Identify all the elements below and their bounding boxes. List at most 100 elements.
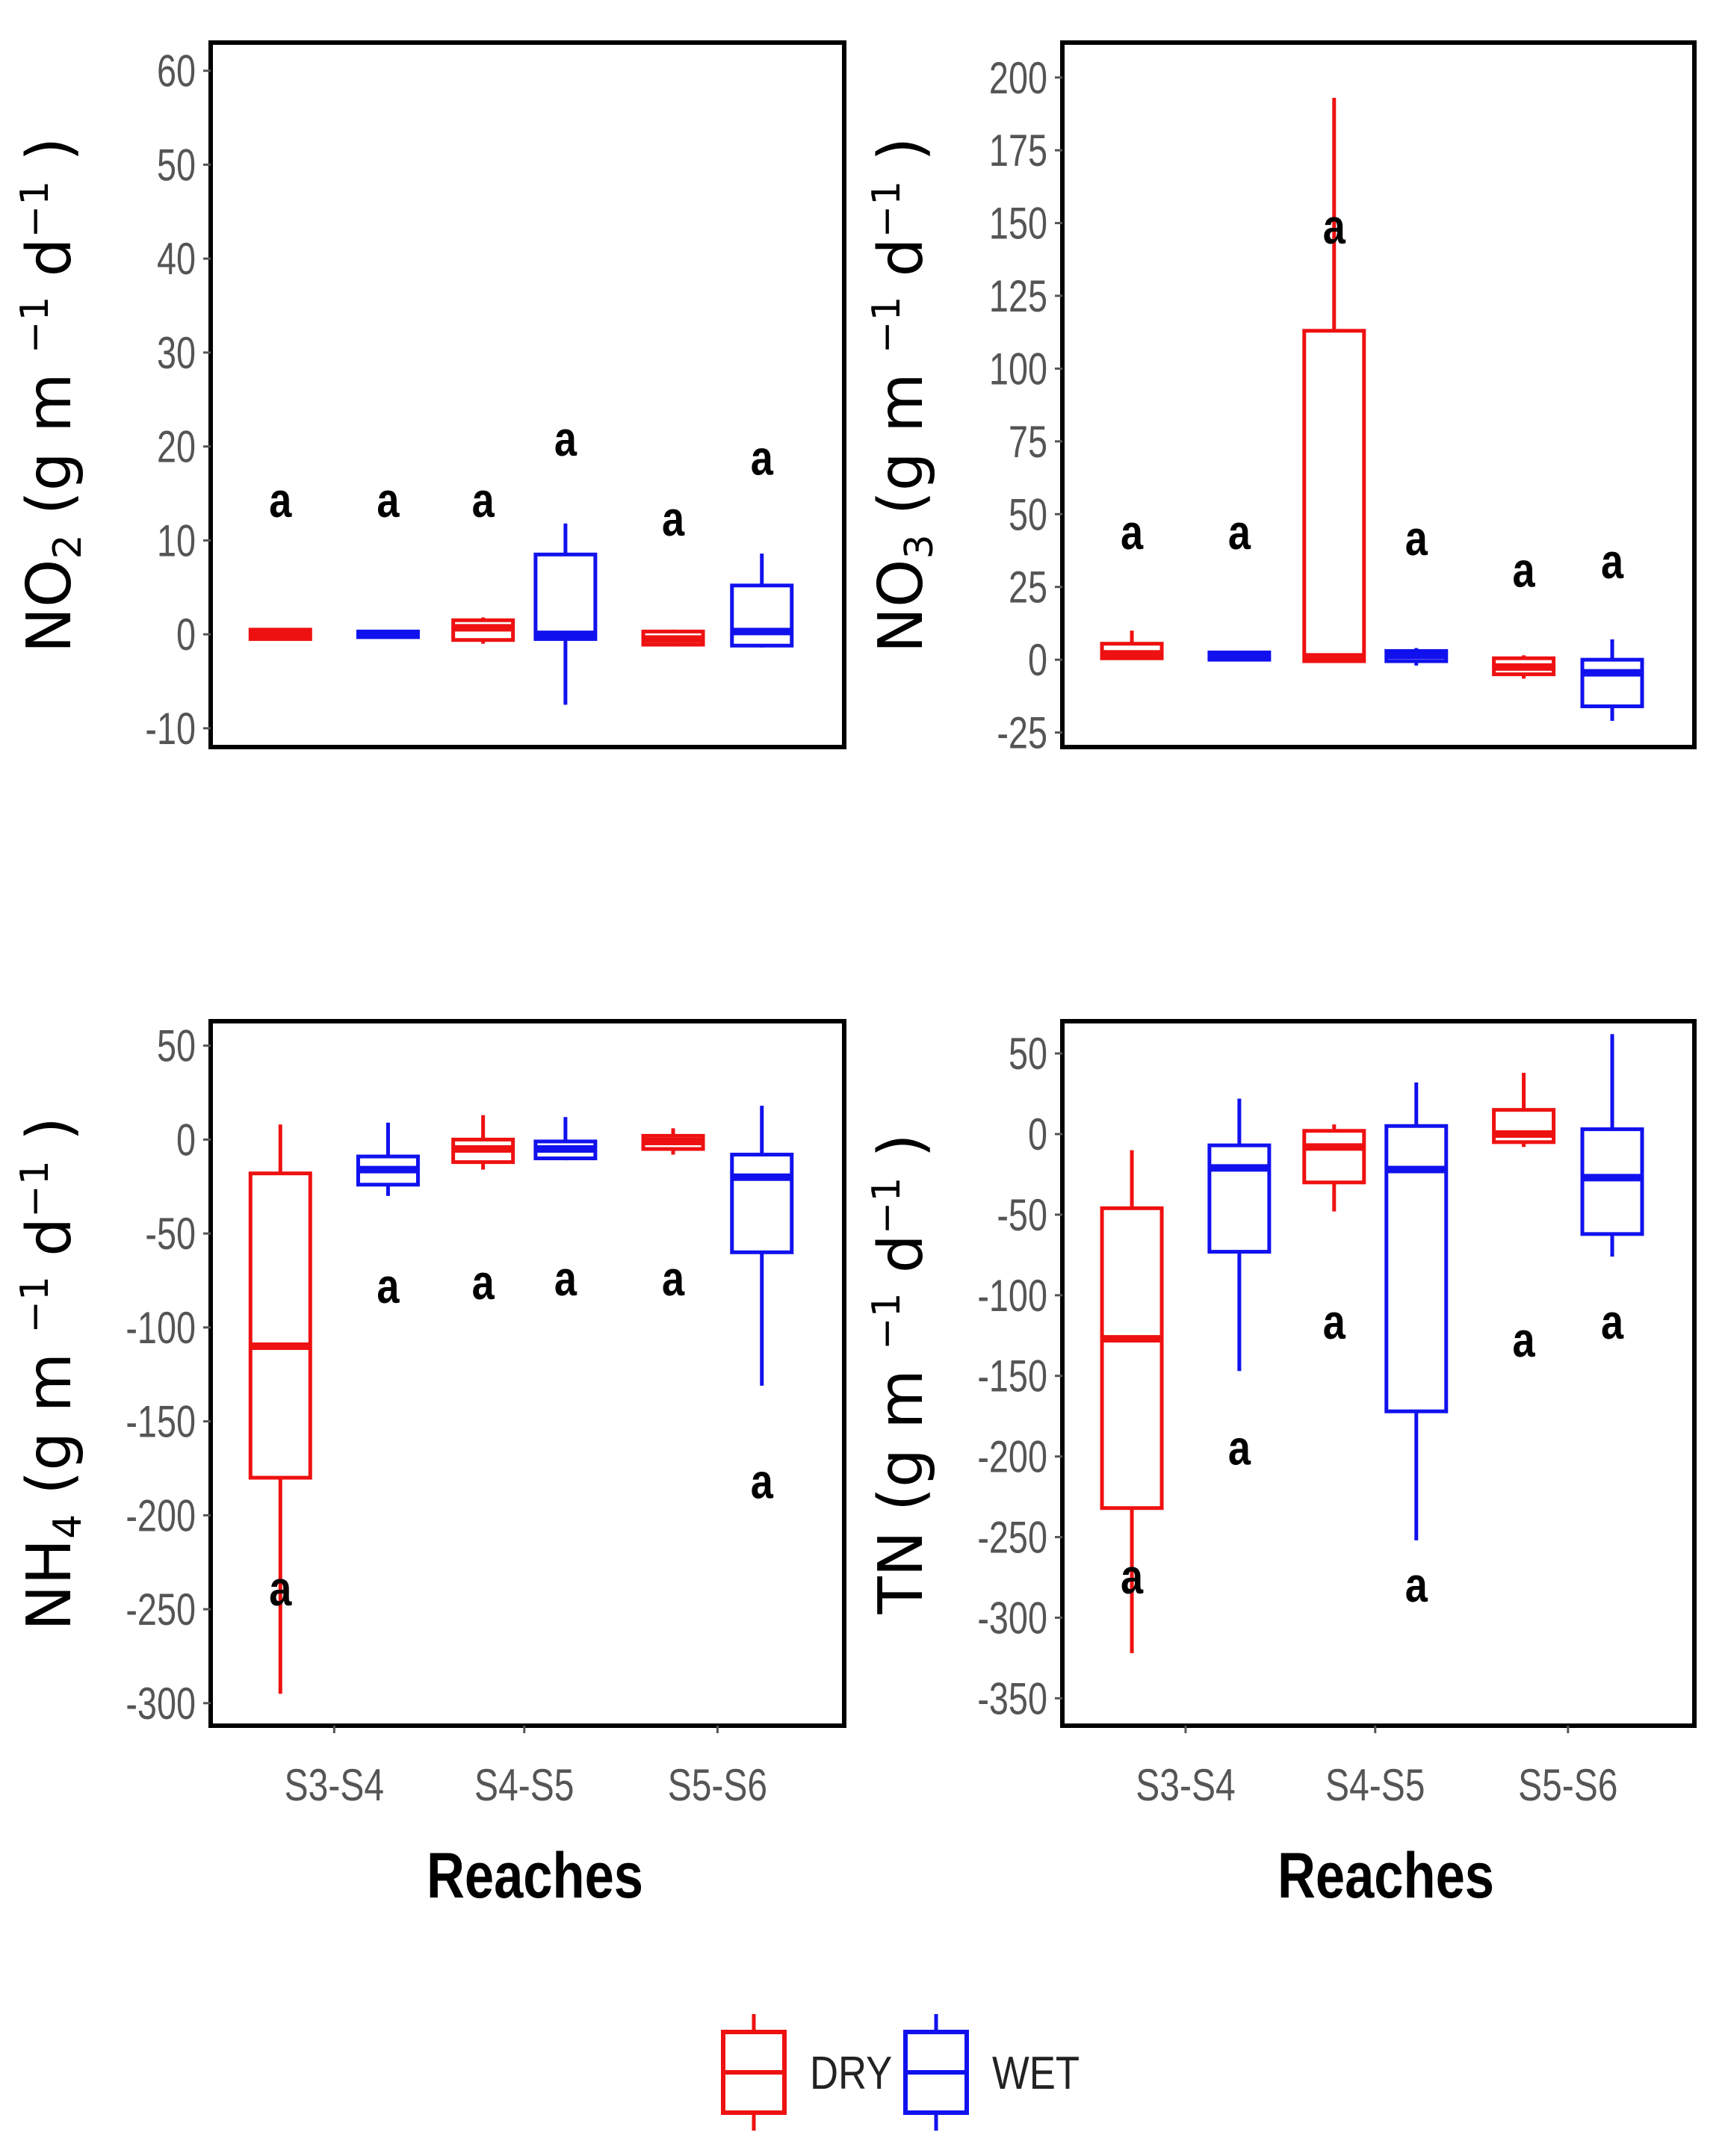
iqr-box: [1580, 657, 1644, 708]
y-tick-label: 50: [1009, 490, 1047, 540]
x-tick-label: S3-S4: [285, 1760, 384, 1810]
x-tick-label: S4-S5: [474, 1760, 574, 1810]
box-dry-S3-S4: a: [248, 1124, 312, 1694]
box-wet-S3-S4: a: [356, 1122, 420, 1313]
significance-letter: a: [472, 1254, 495, 1310]
significance-letter: a: [1121, 1549, 1143, 1604]
significance-letter: a: [751, 430, 773, 485]
legend-item-dry: DRY: [721, 2014, 892, 2131]
significance-letter: a: [554, 411, 577, 466]
legend-label: DRY: [810, 2048, 892, 2099]
y-tick-label: -200: [977, 1432, 1047, 1482]
iqr-box: [248, 1171, 312, 1480]
y-tick-label: 0: [176, 610, 196, 660]
significance-letter: a: [662, 491, 684, 546]
y-tick-label: -150: [126, 1397, 196, 1447]
box-wet-S4-S5: a: [533, 1117, 598, 1306]
y-tick-label: -300: [126, 1679, 196, 1729]
significance-letter: a: [751, 1454, 773, 1509]
y-tick-label: -150: [977, 1351, 1047, 1401]
significance-letter: a: [1513, 542, 1535, 598]
y-tick-label: 50: [157, 1021, 196, 1071]
plot-frame: [208, 1019, 846, 1728]
legend-item-wet: WET: [903, 2014, 1080, 2131]
plot-frame: [208, 40, 846, 749]
significance-letter: a: [1121, 504, 1143, 560]
significance-letter: a: [662, 1251, 684, 1306]
legend: DRY WET: [721, 2014, 1080, 2131]
significance-letter: a: [554, 1251, 577, 1306]
x-tick-label: S5-S6: [668, 1760, 767, 1810]
y-tick-label: -50: [997, 1190, 1047, 1240]
x-tick-label: S3-S4: [1136, 1760, 1235, 1810]
box-wet-S5-S6: a: [1580, 1034, 1644, 1349]
box-wet-S3-S4: a: [1207, 504, 1272, 662]
significance-letter: a: [1228, 1419, 1251, 1475]
iqr-box: [1207, 1143, 1272, 1254]
iqr-box: [730, 583, 794, 648]
significance-letter: a: [1601, 533, 1623, 589]
y-axis-label: TN (g m −1 d−1 ): [864, 1133, 937, 1614]
y-tick-label: -25: [997, 708, 1047, 758]
y-tick-label: 0: [176, 1115, 196, 1165]
iqr-box: [1580, 1127, 1644, 1236]
box-wet-S4-S5: a: [1384, 1082, 1449, 1612]
x-axis-label: Reaches: [427, 1839, 643, 1911]
box-dry-S4-S5: a: [1302, 98, 1366, 663]
y-tick-label: 0: [1028, 636, 1047, 686]
y-tick-label: -200: [126, 1491, 196, 1541]
panel-top-left: 60 50 40 30 20 10 0 -10 NO2 (g m −1 d−1 ) a a a a a a: [13, 40, 846, 754]
y-tick-label: 20: [157, 422, 196, 472]
plot-frame: [1060, 1019, 1697, 1728]
y-tick-label: -50: [145, 1209, 196, 1260]
y-tick-label: 25: [1009, 563, 1047, 613]
y-tick-label: -300: [977, 1593, 1047, 1644]
y-tick-label: 125: [989, 271, 1047, 321]
y-tick-label: 0: [1028, 1110, 1047, 1160]
y-tick-label: 10: [157, 516, 196, 566]
panel-bottom-right: 50 0 -50 -100 -150 -200 -250 -300 -350 TN (g m −1…: [864, 1019, 1697, 1912]
box-wet-S5-S6: a: [730, 1106, 794, 1509]
significance-letter: a: [1513, 1312, 1535, 1367]
box-dry-S4-S5: a: [451, 472, 515, 644]
y-tick-label: 200: [989, 53, 1047, 103]
iqr-box: [1302, 1129, 1366, 1185]
y-tick-label: 75: [1009, 417, 1047, 467]
iqr-box: [1100, 1206, 1164, 1511]
box-wet-S5-S6: a: [1580, 533, 1644, 721]
y-tick-label: 50: [157, 140, 196, 190]
significance-letter: a: [1323, 199, 1345, 254]
box-wet-S4-S5: a: [533, 411, 598, 705]
significance-letter: a: [472, 472, 495, 527]
box-dry-S3-S4: a: [1100, 1150, 1164, 1653]
y-tick-label: -250: [126, 1585, 196, 1635]
y-tick-label: -100: [977, 1271, 1047, 1321]
x-axis-label: Reaches: [1278, 1839, 1494, 1911]
y-tick-label: 60: [157, 46, 196, 96]
y-tick-label: 175: [989, 126, 1047, 176]
box-wet-S5-S6: a: [730, 430, 794, 648]
significance-letter: a: [269, 472, 291, 527]
significance-letter: a: [269, 1561, 291, 1616]
y-tick-label: 150: [989, 199, 1047, 249]
x-tick-label: S5-S6: [1518, 1760, 1617, 1810]
iqr-box: [1492, 1108, 1556, 1144]
significance-letter: a: [377, 472, 399, 527]
box-dry-S5-S6: a: [641, 1128, 705, 1306]
panel-top-right: 200 175 150 125 100 75 50 25 0 -25 NO3 (g m −1 d−1…: [864, 40, 1697, 758]
box-wet-S3-S4: a: [356, 472, 420, 639]
plot-frame: [1060, 40, 1697, 749]
significance-letter: a: [1405, 1557, 1428, 1612]
x-tick-label: S4-S5: [1325, 1760, 1425, 1810]
significance-letter: a: [377, 1258, 399, 1313]
y-tick-label: 30: [157, 328, 196, 378]
significance-letter: a: [1228, 504, 1251, 560]
box-dry-S5-S6: a: [1492, 542, 1556, 679]
y-axis-label: NO3 (g m −1 d−1 ): [864, 137, 942, 654]
y-axis-label: NO2 (g m −1 d−1 ): [13, 137, 90, 654]
box-wet-S3-S4: a: [1207, 1098, 1272, 1475]
y-tick-label: 100: [989, 344, 1047, 394]
y-tick-label: 40: [157, 235, 196, 285]
iqr-box: [1384, 1124, 1449, 1413]
